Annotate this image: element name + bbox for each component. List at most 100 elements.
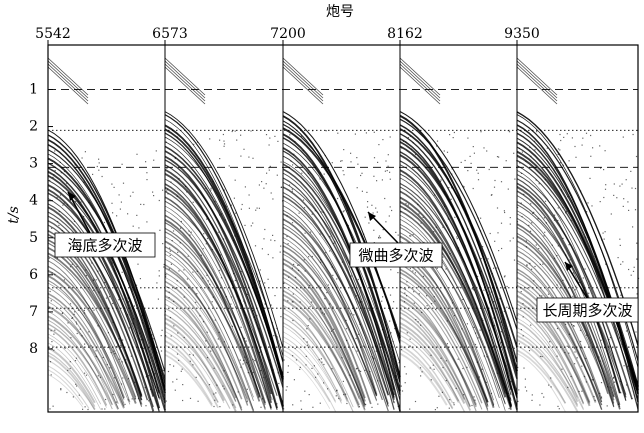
seismic-event (282, 294, 360, 408)
noise-dot (389, 320, 391, 322)
noise-dot (356, 350, 358, 352)
noise-dot (54, 273, 56, 275)
noise-dot (613, 376, 615, 378)
noise-dot (526, 287, 528, 289)
seismic-event (516, 307, 585, 405)
noise-dot (533, 280, 535, 282)
noise-dot (157, 298, 159, 300)
noise-dot (236, 295, 238, 298)
noise-dot (58, 224, 60, 226)
noise-dot (182, 384, 184, 386)
noise-dot (263, 187, 265, 189)
noise-dot (163, 263, 165, 266)
seismic-event (282, 349, 331, 403)
noise-dot (534, 149, 536, 151)
noise-dot (590, 134, 592, 137)
seismic-event (282, 163, 401, 395)
noise-dot (462, 185, 464, 187)
noise-dot (63, 202, 65, 204)
noise-dot (574, 351, 576, 353)
noise-dot (264, 228, 266, 231)
noise-dot (422, 275, 425, 277)
noise-dot (308, 394, 310, 396)
noise-dot (479, 272, 481, 275)
noise-dot (372, 331, 374, 333)
annotation: 微曲多次波 (358, 247, 433, 265)
seismic-event (516, 223, 621, 410)
noise-dot (84, 372, 86, 374)
noise-dot (445, 360, 447, 362)
noise-dot (433, 296, 435, 298)
seismic-event (282, 277, 360, 399)
seismic-event (164, 136, 284, 357)
noise-dot (434, 409, 436, 411)
noise-dot (209, 283, 211, 285)
noise-dot (528, 350, 531, 352)
noise-dot (148, 361, 150, 363)
noise-dot (489, 329, 491, 331)
noise-dot (333, 328, 335, 330)
noise-dot (591, 205, 593, 207)
noise-dot (521, 151, 523, 153)
noise-dot (280, 161, 282, 163)
noise-dot (170, 263, 172, 265)
noise-dot (112, 212, 114, 214)
noise-dot (535, 244, 537, 246)
arrow-head (368, 212, 376, 221)
noise-dot (66, 182, 68, 184)
noise-dot (583, 289, 585, 291)
noise-dot (177, 251, 179, 253)
noise-dot (283, 282, 285, 284)
noise-dot (311, 213, 313, 215)
noise-dot (69, 361, 71, 363)
noise-dot (311, 301, 313, 303)
noise-dot (617, 257, 619, 259)
noise-dot (631, 187, 633, 189)
noise-dot (389, 178, 391, 180)
seismic-event (47, 342, 101, 410)
noise-dot (206, 274, 208, 276)
noise-dot (629, 368, 631, 370)
seismic-event (47, 323, 113, 406)
noise-dot (149, 398, 151, 400)
seismic-event (164, 340, 219, 409)
seismic-event (164, 349, 213, 405)
noise-dot (538, 183, 540, 185)
noise-dot (601, 239, 603, 241)
noise-dot (372, 212, 374, 214)
noise-dot (574, 363, 576, 365)
seismic-event (516, 300, 591, 404)
noise-dot (153, 338, 155, 340)
noise-dot (67, 369, 69, 371)
noise-dot (335, 395, 337, 397)
noise-dot (232, 404, 234, 406)
noise-dot (202, 321, 205, 323)
noise-dot (426, 295, 428, 297)
seismic-event (516, 320, 579, 403)
seismic-event (164, 66, 206, 105)
noise-dot (390, 269, 392, 271)
noise-dot (240, 271, 242, 273)
noise-dot (66, 391, 68, 394)
noise-dot (525, 246, 528, 248)
noise-dot (517, 400, 519, 402)
seismic-event (164, 111, 284, 349)
noise-dot (200, 254, 202, 256)
noise-dot (442, 163, 444, 165)
noise-dot (192, 364, 194, 366)
noise-dot (378, 144, 380, 146)
noise-dot (356, 187, 358, 189)
noise-dot (578, 281, 580, 284)
noise-dot (127, 399, 129, 401)
seismic-event (47, 369, 84, 405)
noise-dot (83, 215, 85, 218)
noise-dot (183, 269, 185, 271)
annotation-box (536, 297, 639, 323)
noise-dot (446, 151, 449, 153)
noise-dot (462, 298, 464, 301)
seismic-event (164, 267, 255, 412)
noise-dot (133, 318, 135, 320)
noise-dot (633, 266, 635, 268)
noise-dot (49, 361, 52, 363)
seismic-event (47, 265, 137, 400)
